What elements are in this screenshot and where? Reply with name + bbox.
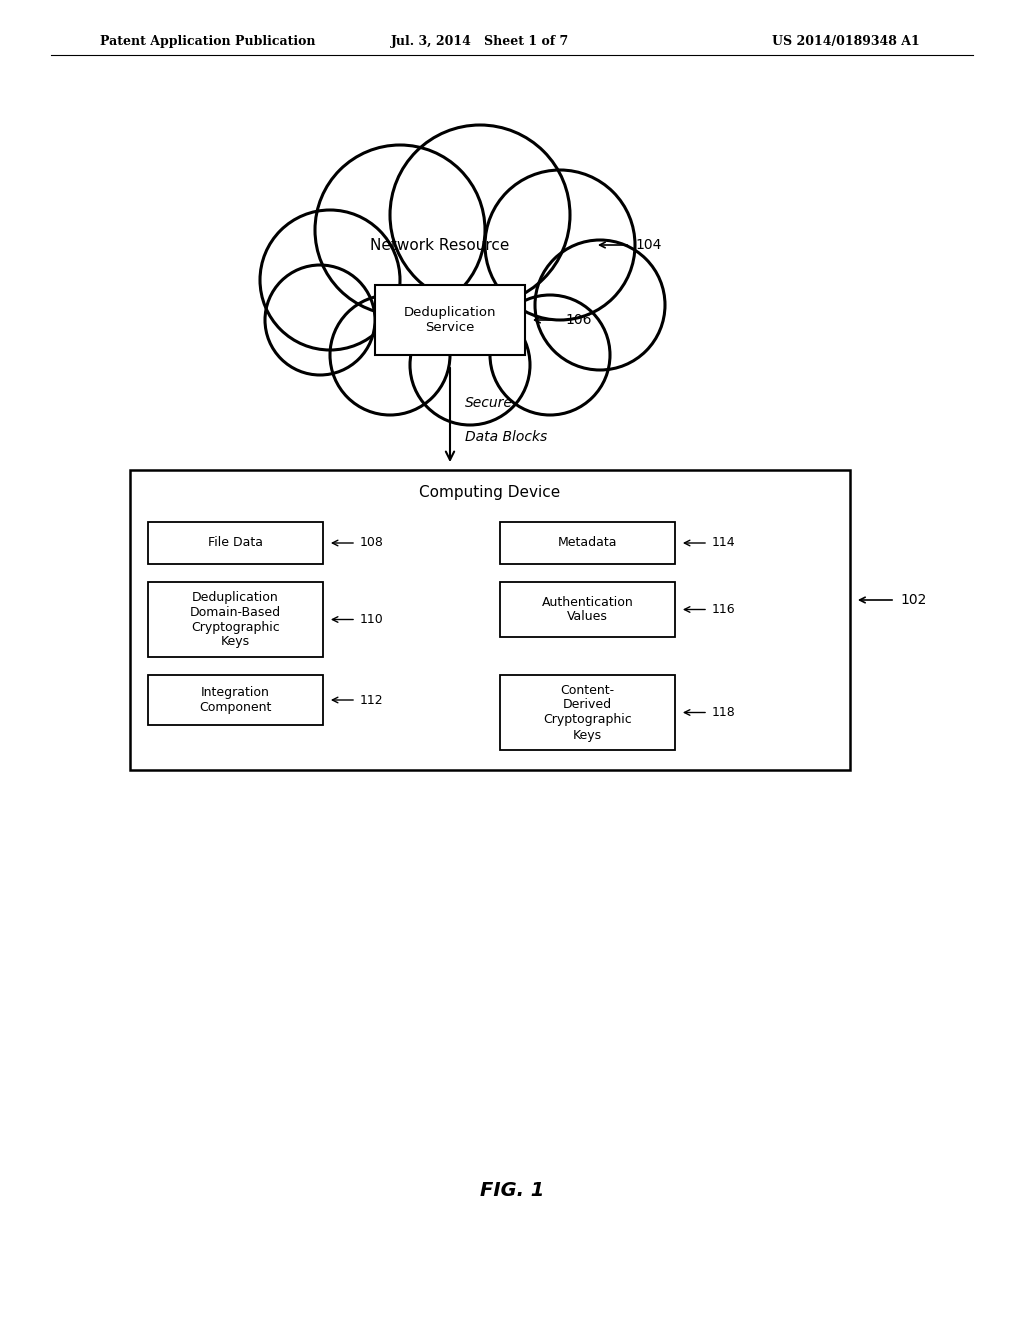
FancyBboxPatch shape: [500, 582, 675, 638]
Text: Deduplication
Domain-Based
Cryptographic
Keys: Deduplication Domain-Based Cryptographic…: [189, 590, 281, 648]
Text: 118: 118: [712, 706, 736, 719]
Circle shape: [260, 210, 400, 350]
Text: File Data: File Data: [208, 536, 263, 549]
Text: 106: 106: [565, 313, 592, 327]
Text: Integration
Component: Integration Component: [200, 686, 271, 714]
Text: US 2014/0189348 A1: US 2014/0189348 A1: [772, 36, 920, 48]
Text: Data Blocks: Data Blocks: [465, 430, 547, 444]
Circle shape: [410, 305, 530, 425]
Circle shape: [265, 265, 375, 375]
Text: 110: 110: [360, 612, 384, 626]
Text: Deduplication
Service: Deduplication Service: [403, 306, 497, 334]
Text: Authentication
Values: Authentication Values: [542, 595, 634, 623]
Text: Jul. 3, 2014   Sheet 1 of 7: Jul. 3, 2014 Sheet 1 of 7: [391, 36, 569, 48]
Text: Network Resource: Network Resource: [371, 238, 510, 252]
Circle shape: [315, 145, 485, 315]
Text: 104: 104: [635, 238, 662, 252]
Text: 102: 102: [900, 593, 927, 607]
Circle shape: [390, 125, 570, 305]
Text: Content-
Derived
Cryptographic
Keys: Content- Derived Cryptographic Keys: [543, 684, 632, 742]
Text: 108: 108: [360, 536, 384, 549]
FancyBboxPatch shape: [500, 521, 675, 564]
Text: 114: 114: [712, 536, 735, 549]
Text: FIG. 1: FIG. 1: [480, 1180, 544, 1200]
Circle shape: [330, 294, 450, 414]
FancyBboxPatch shape: [148, 582, 323, 657]
Text: Computing Device: Computing Device: [420, 484, 560, 500]
FancyBboxPatch shape: [375, 285, 525, 355]
Text: Metadata: Metadata: [558, 536, 617, 549]
FancyBboxPatch shape: [130, 470, 850, 770]
Circle shape: [485, 170, 635, 319]
FancyBboxPatch shape: [500, 675, 675, 750]
Text: 112: 112: [360, 693, 384, 706]
FancyBboxPatch shape: [148, 675, 323, 725]
Text: Patent Application Publication: Patent Application Publication: [100, 36, 315, 48]
Circle shape: [535, 240, 665, 370]
Circle shape: [490, 294, 610, 414]
Text: Secure: Secure: [465, 396, 513, 411]
FancyBboxPatch shape: [148, 521, 323, 564]
Text: 116: 116: [712, 603, 735, 616]
